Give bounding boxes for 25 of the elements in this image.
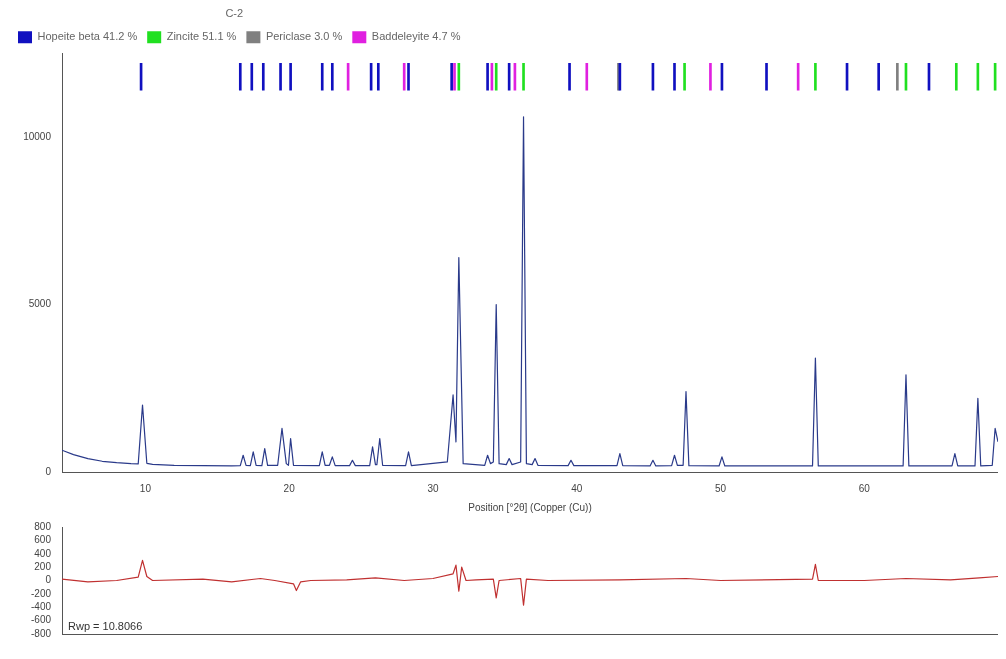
y-tick-label: 5000	[28, 298, 52, 310]
legend-label: Zincite 51.1 %	[166, 30, 237, 43]
y-tick-label: 0	[45, 574, 52, 586]
y-tick-label: -600	[30, 614, 52, 626]
y-tick-label: 200	[34, 560, 52, 572]
x-tick-label: 30	[427, 482, 439, 494]
y-tick-label: 400	[34, 547, 52, 559]
y-tick-label: 10000	[23, 130, 52, 142]
legend-label: Periclase 3.0 %	[265, 30, 343, 43]
y-tick-label: 800	[34, 520, 52, 532]
y-tick-label: -800	[30, 627, 52, 639]
y-tick-label: 600	[34, 534, 52, 546]
x-tick-label: 60	[858, 482, 871, 494]
x-tick-label: 50	[714, 482, 727, 494]
legend-label: Baddeleyite 4.7 %	[371, 30, 461, 43]
legend-title: C-2	[225, 6, 244, 19]
annotation: Rwp = 10.8066	[68, 619, 143, 632]
x-tick-label: 40	[571, 482, 583, 494]
x-tick-label: 10	[139, 482, 152, 494]
legend-label: Hopeite beta 41.2 %	[37, 30, 138, 43]
y-tick-label: -400	[30, 601, 52, 612]
y-tick-label: 0	[45, 465, 52, 477]
x-axis-title: Position [°2θ] (Copper (Cu))	[468, 501, 592, 513]
x-tick-label: 20	[283, 482, 296, 494]
y-tick-label: -200	[30, 587, 52, 599]
